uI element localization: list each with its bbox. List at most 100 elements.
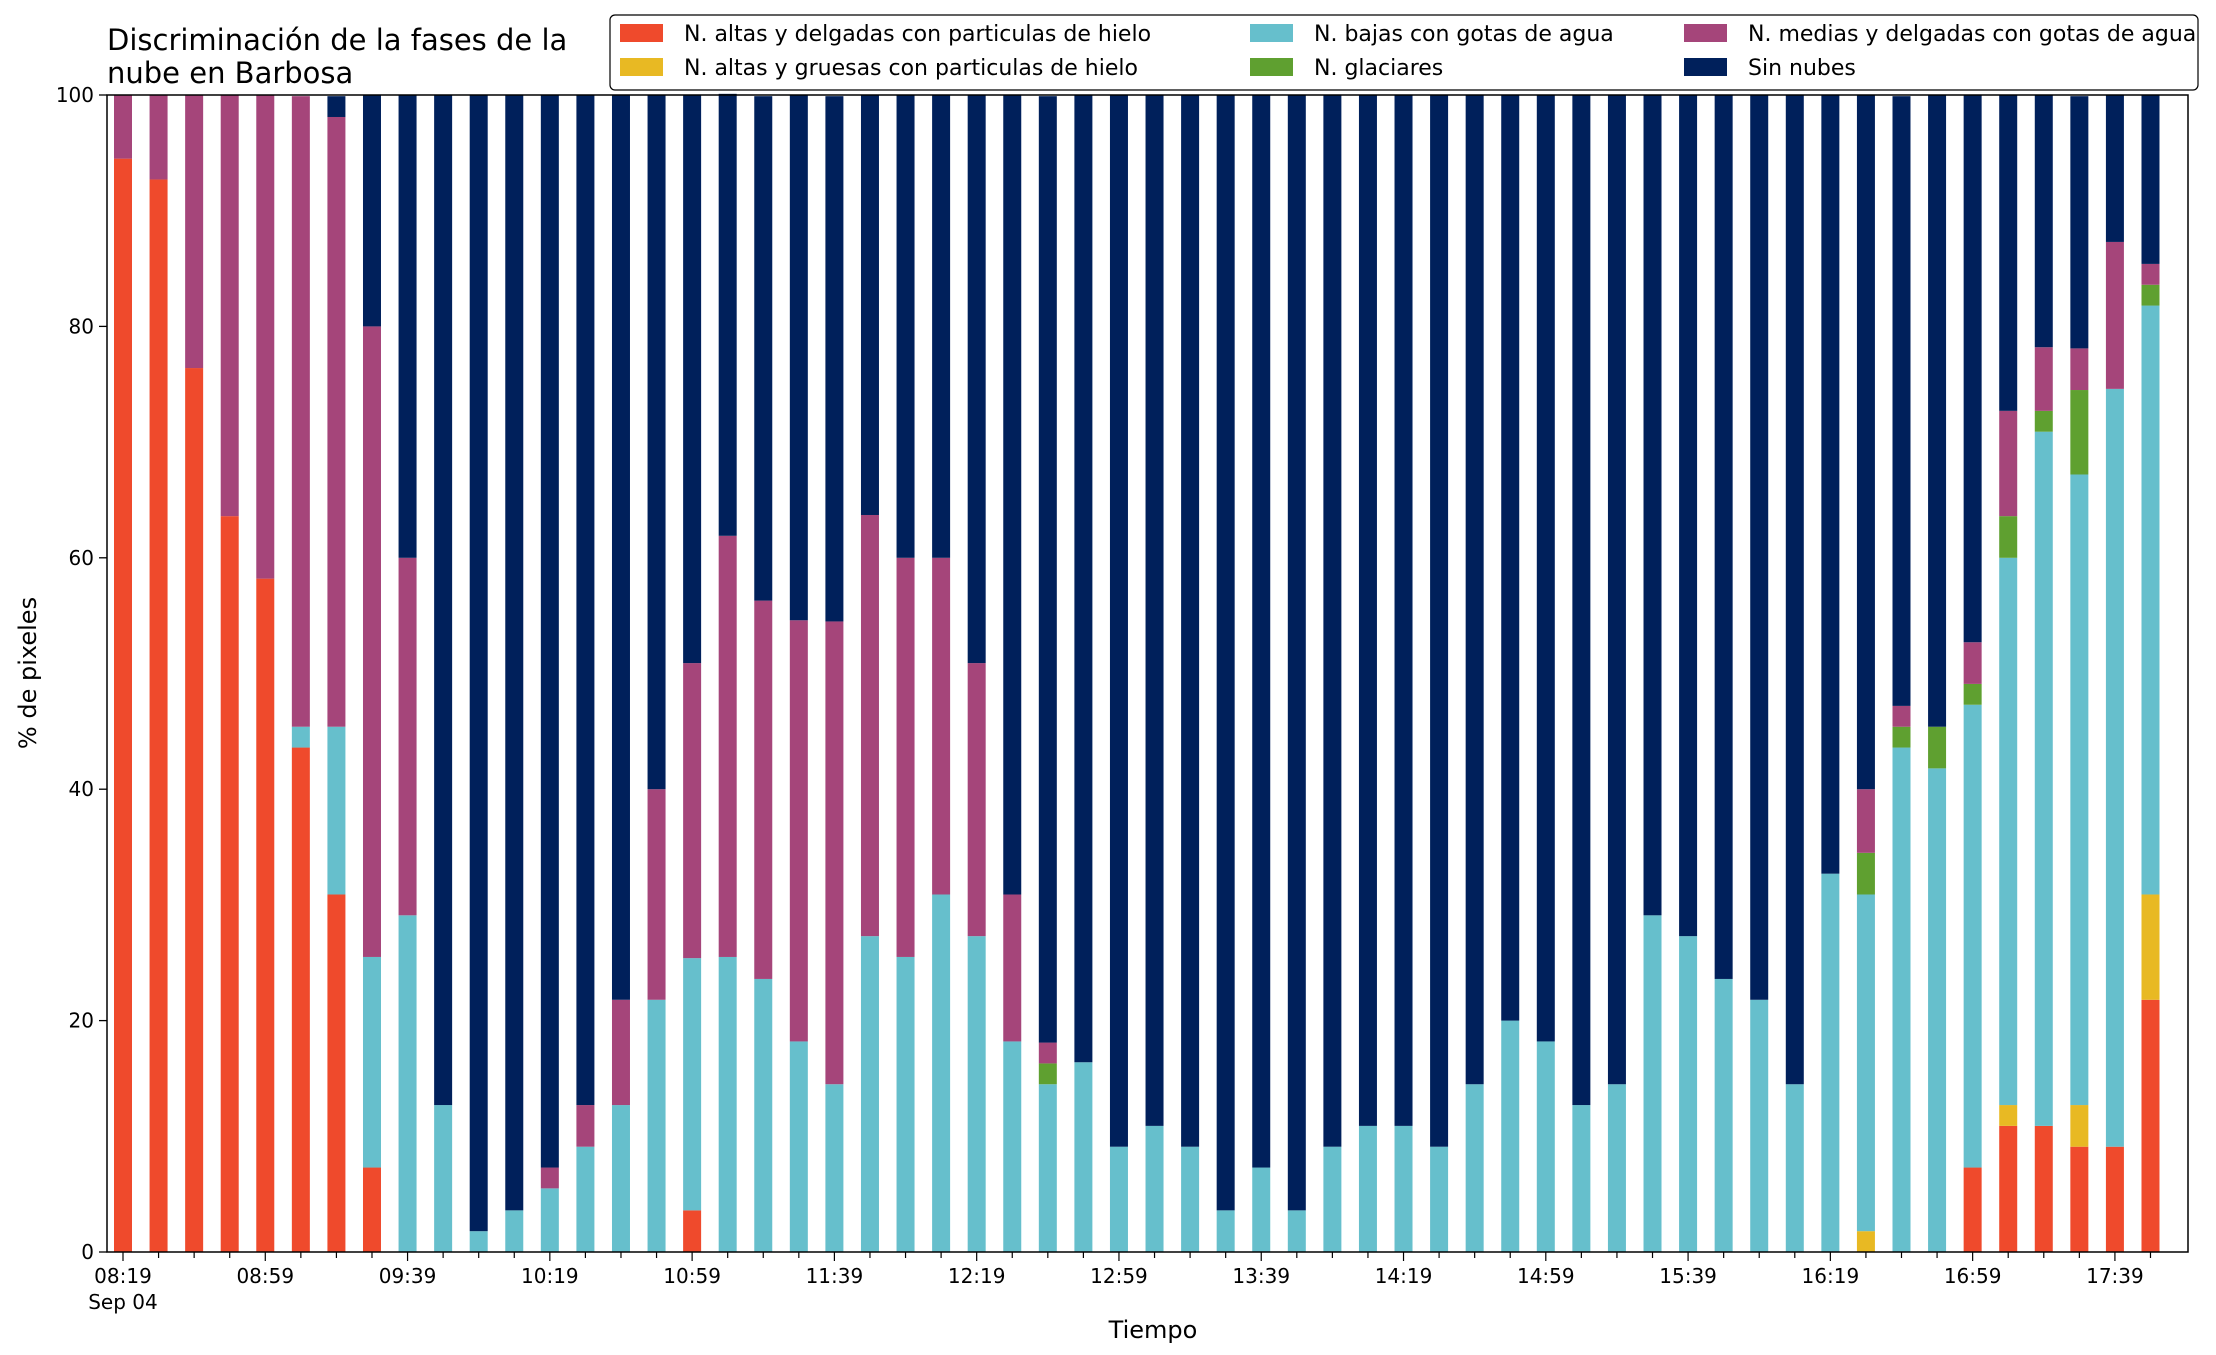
x-tick-label: 09:39 — [379, 1264, 437, 1288]
bar-segment — [1999, 1125, 2018, 1252]
bar-segment — [1572, 1105, 1591, 1252]
legend-label: N. bajas con gotas de agua — [1314, 22, 1614, 47]
bar-segment — [932, 894, 951, 1252]
bar-segment — [1358, 1125, 1377, 1252]
bar-segment — [291, 96, 310, 727]
bar-segment — [1323, 95, 1342, 1147]
legend-label: Sin nubes — [1748, 56, 1856, 81]
bar-segment — [1003, 1041, 1022, 1252]
bar-segment — [2034, 1125, 2053, 1252]
bar-segment — [967, 663, 986, 937]
bar-segment — [149, 179, 168, 1253]
bar-segment — [932, 557, 951, 895]
bar-segment — [576, 95, 595, 1106]
bar-segment — [1999, 410, 2018, 517]
bar-segment — [2141, 95, 2160, 264]
bar-segment — [1074, 1062, 1093, 1252]
bar-segment — [505, 95, 524, 1211]
bar-segment — [1252, 1167, 1271, 1252]
bar-segment — [327, 96, 346, 117]
bar-segment — [1999, 516, 2018, 558]
bar-segment — [2070, 474, 2089, 1106]
bar-segment — [1181, 95, 1200, 1147]
bar-segment — [1003, 95, 1022, 895]
bar-segment — [754, 600, 773, 979]
bar-segment — [1287, 95, 1306, 1211]
bar-segment — [896, 95, 915, 558]
bar-segment — [1181, 1146, 1200, 1252]
bar-segment — [2034, 431, 2053, 1126]
bar-segment — [1892, 705, 1911, 727]
bar-segment — [1963, 642, 1982, 684]
bar-segment — [860, 95, 879, 515]
bar-segment — [1465, 1084, 1484, 1252]
bar-segment — [220, 95, 239, 517]
bar-segment — [2105, 241, 2124, 389]
bar-segment — [1892, 726, 1911, 748]
bar-segment — [1963, 704, 1982, 1168]
bar-segment — [1679, 936, 1698, 1252]
bar-segment — [1643, 95, 1662, 916]
bar-segment — [1323, 1146, 1342, 1252]
bar-segment — [540, 95, 559, 1168]
bar-segment — [434, 95, 453, 1106]
bar-segment — [683, 663, 702, 959]
bar-segment — [1856, 852, 1875, 895]
bar-segment — [967, 936, 986, 1252]
y-tick-label: 0 — [81, 1240, 94, 1264]
x-tick-label: 10:59 — [663, 1264, 721, 1288]
legend-label: N. glaciares — [1314, 56, 1443, 81]
bar-segment — [2141, 999, 2160, 1252]
bar-segment — [1145, 1125, 1164, 1252]
bar-segment — [149, 95, 168, 180]
bar-segment — [1750, 999, 1769, 1252]
bar-segment — [1643, 915, 1662, 1252]
bar-segment — [540, 1167, 559, 1189]
bar-segment — [2070, 1105, 2089, 1147]
bar-segment — [1216, 1210, 1235, 1252]
bar-segment — [1465, 95, 1484, 1085]
bar-segment — [540, 1188, 559, 1252]
bar-segment — [327, 726, 346, 895]
y-tick-label: 80 — [69, 314, 94, 338]
bar-segment — [683, 1210, 702, 1252]
legend-label: N. altas y delgadas con particulas de hi… — [684, 22, 1151, 47]
bar-segment — [1999, 1105, 2018, 1126]
bar-segment — [2141, 894, 2160, 1000]
bar-segment — [1109, 1146, 1128, 1252]
bar-segment — [825, 96, 844, 622]
bar-segment — [2105, 1146, 2124, 1252]
bar-segment — [434, 1105, 453, 1252]
bar-segment — [1607, 1084, 1626, 1252]
bar-segment — [2141, 284, 2160, 306]
bar-segment — [754, 96, 773, 601]
bar-segment — [1785, 1084, 1804, 1252]
bar-segment — [256, 95, 275, 579]
y-axis-label: % de pixeles — [14, 597, 42, 749]
bar-segment — [647, 999, 666, 1252]
legend-frame — [609, 14, 2199, 91]
bar-segment — [611, 95, 630, 1000]
bar-segment — [576, 1146, 595, 1252]
bar-segment — [2034, 347, 2053, 411]
bar-segment — [2105, 388, 2124, 1147]
x-tick-label: 13:39 — [1232, 1264, 1290, 1288]
bar-segment — [398, 95, 417, 558]
bar-segment — [505, 1210, 524, 1252]
legend-label: N. altas y gruesas con particulas de hie… — [684, 56, 1138, 81]
bar-segment — [469, 95, 488, 1232]
bar-segment — [1679, 95, 1698, 937]
bar-segment — [327, 116, 346, 727]
bar-segment — [860, 936, 879, 1252]
bar-segment — [1501, 95, 1520, 1021]
x-tick-label: 12:19 — [948, 1264, 1006, 1288]
bar-segment — [1928, 726, 1947, 769]
bar-segment — [967, 95, 986, 664]
bar-segment — [825, 1084, 844, 1252]
bar-segment — [1252, 95, 1271, 1168]
bar-segment — [291, 726, 310, 748]
bar-segment — [1963, 683, 1982, 705]
bar-segment — [1892, 96, 1911, 706]
bar-segment — [2141, 263, 2160, 285]
legend-swatch — [1250, 58, 1293, 76]
